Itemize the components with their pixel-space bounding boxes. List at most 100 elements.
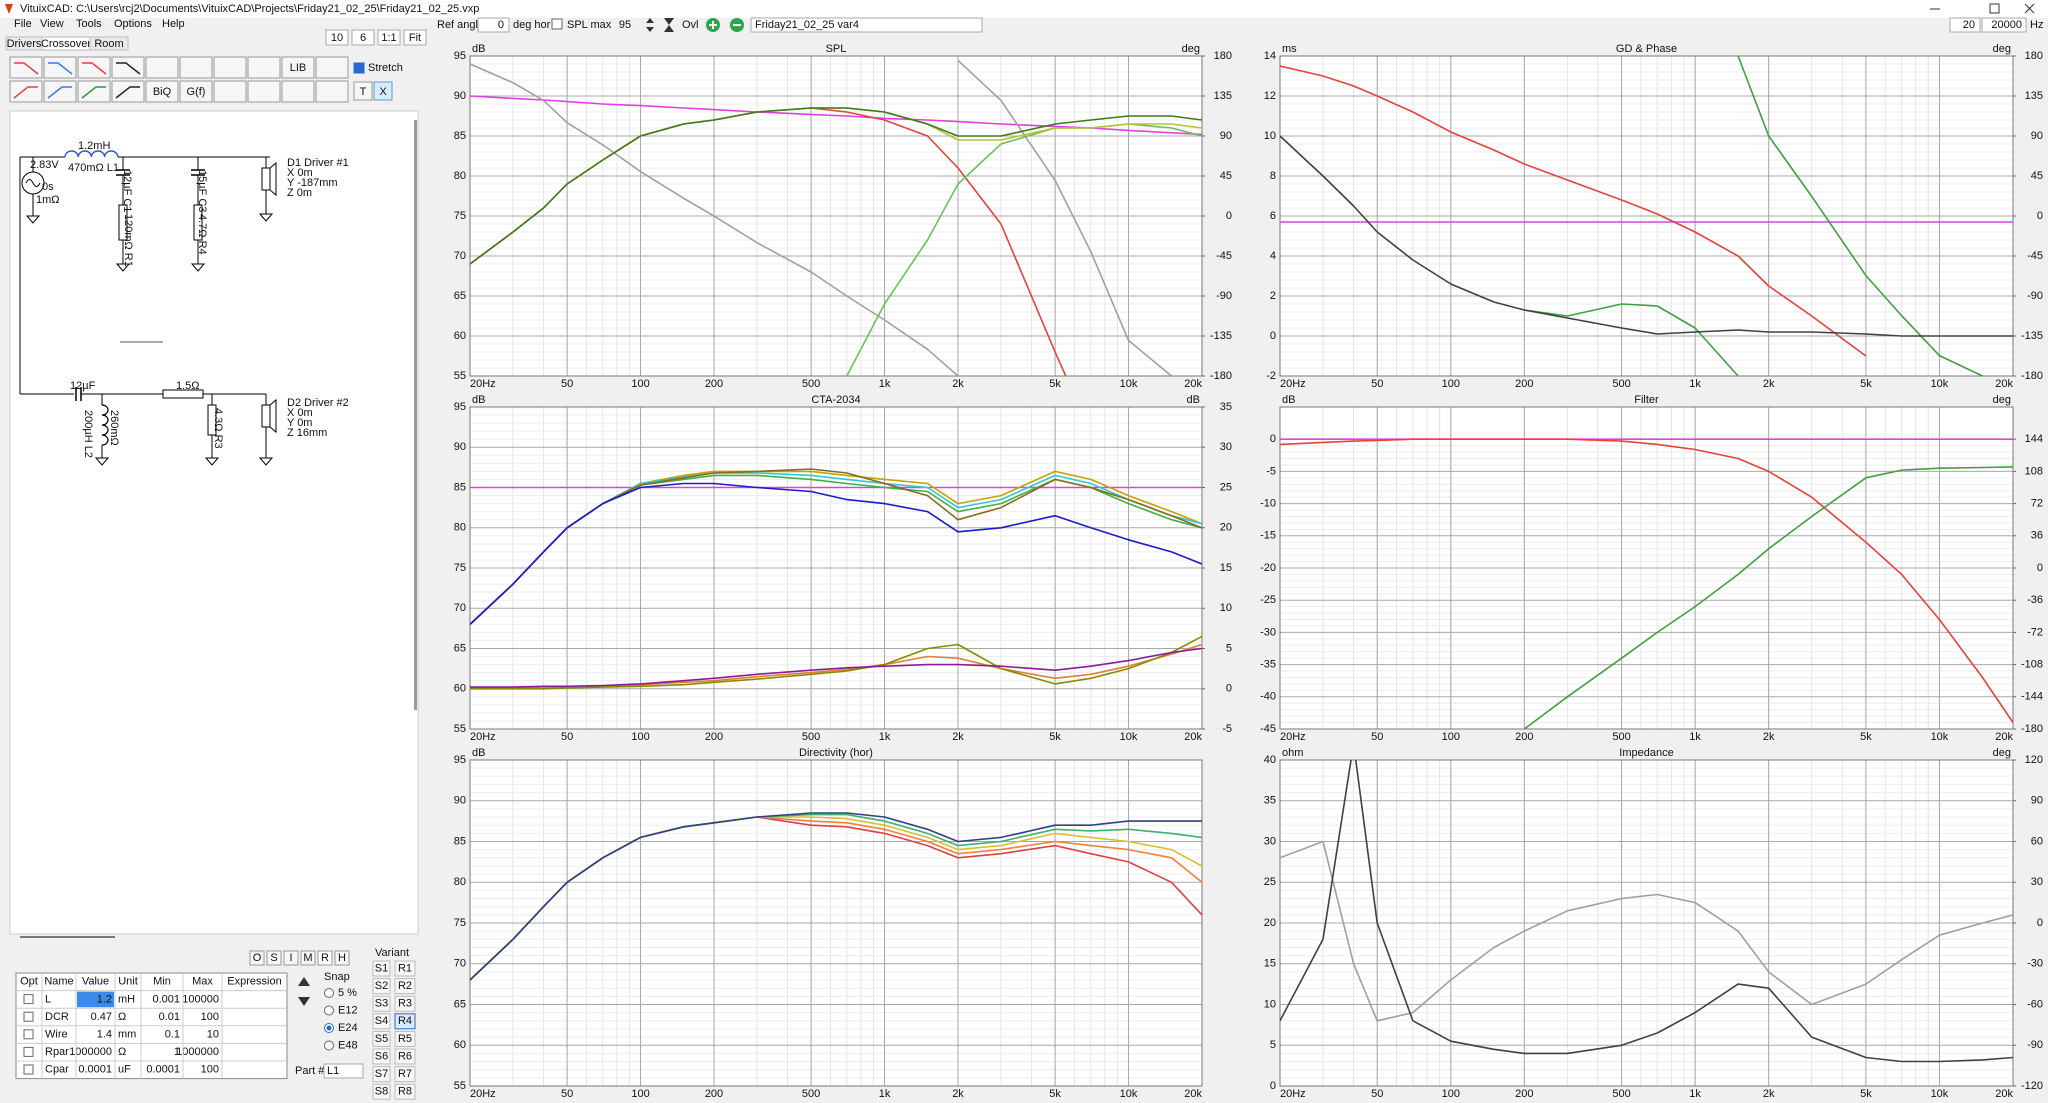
palette-button[interactable] (353, 81, 373, 101)
input[interactable] (477, 17, 510, 33)
y-tick-label: -5 (1266, 465, 1276, 477)
series-line (470, 647, 1202, 688)
palette-button[interactable] (145, 56, 179, 79)
menu-item[interactable]: View (40, 18, 64, 30)
y2-tick-label: 135 (2025, 90, 2043, 102)
variant-button[interactable] (394, 1066, 416, 1083)
variant-button[interactable] (394, 1030, 416, 1047)
input[interactable] (1949, 17, 1981, 33)
checkbox[interactable] (23, 1046, 34, 1057)
radio[interactable] (324, 988, 334, 998)
input[interactable] (1981, 17, 2027, 33)
palette-button[interactable] (145, 80, 179, 103)
table-cell[interactable]: 0.0001 (78, 1064, 112, 1076)
palette-button[interactable] (9, 56, 43, 79)
variant-button[interactable] (372, 1083, 391, 1100)
radio[interactable] (324, 1005, 334, 1016)
ground (94, 457, 110, 466)
variant-button[interactable] (372, 1066, 391, 1083)
palette-button[interactable] (111, 56, 145, 79)
opt-button[interactable] (249, 950, 265, 966)
move-down[interactable] (298, 997, 310, 1006)
input[interactable] (323, 1063, 364, 1079)
zoom-button[interactable] (325, 29, 349, 46)
y-tick-label: 60 (454, 330, 466, 342)
series-line (957, 59, 1173, 376)
palette-button[interactable] (247, 56, 281, 79)
tab[interactable] (89, 36, 129, 51)
checkbox[interactable] (23, 1029, 34, 1040)
y2-tick-label: 144 (2025, 433, 2043, 445)
variant-button[interactable] (372, 960, 391, 977)
x-tick-label: 50 (561, 378, 573, 390)
opt-button[interactable] (300, 950, 316, 966)
palette-button[interactable] (315, 80, 349, 103)
checkbox[interactable] (23, 994, 34, 1005)
checkbox[interactable] (23, 1011, 34, 1022)
variant-button[interactable] (394, 1048, 416, 1065)
checkbox[interactable] (23, 1064, 34, 1075)
zoom-button[interactable] (377, 29, 401, 46)
opt-button[interactable] (317, 950, 333, 966)
move-up[interactable] (298, 977, 310, 986)
menu-item[interactable]: Help (162, 18, 185, 30)
variant-button[interactable] (372, 1030, 391, 1047)
variant-button[interactable] (394, 1083, 416, 1100)
y2-tick-label: 15 (1220, 562, 1232, 574)
variant-button[interactable] (394, 978, 416, 995)
table-cell[interactable]: 1.2 (97, 993, 112, 1005)
zoom-button[interactable] (351, 29, 375, 46)
y2-tick-label: -120 (2021, 1080, 2043, 1092)
menu-item[interactable]: Options (114, 18, 152, 30)
spin-up[interactable] (646, 18, 654, 23)
component-label: Z 0m (287, 187, 312, 199)
palette-button[interactable] (111, 80, 145, 103)
table-header: Min (153, 976, 171, 988)
variant-button[interactable] (394, 1013, 416, 1030)
opt-button[interactable] (334, 950, 350, 966)
plot-frame (1279, 55, 2014, 377)
menu-item[interactable]: Tools (76, 18, 102, 30)
checkbox[interactable] (353, 62, 365, 74)
y-tick-label: 0 (1270, 1080, 1276, 1092)
series-line (1280, 760, 2013, 1063)
palette-button[interactable] (281, 56, 315, 79)
opt-button[interactable] (266, 950, 282, 966)
opt-button[interactable] (283, 950, 299, 966)
radio[interactable] (324, 1040, 334, 1051)
palette-button[interactable] (373, 81, 393, 101)
palette-button[interactable] (179, 56, 213, 79)
table-cell[interactable]: 1.4 (97, 1029, 112, 1041)
y-tick-label: 55 (454, 1080, 466, 1092)
palette-button[interactable] (281, 80, 315, 103)
palette-button[interactable] (43, 80, 77, 103)
input[interactable] (750, 17, 983, 33)
variant-button[interactable] (394, 995, 416, 1012)
checkbox[interactable] (551, 18, 563, 30)
zoom-button[interactable] (403, 29, 427, 46)
palette-button[interactable] (213, 56, 247, 79)
y-unit: dB (472, 43, 485, 55)
y2-tick-label: 60 (2031, 835, 2043, 847)
spin-down[interactable] (646, 27, 654, 32)
palette-button[interactable] (247, 80, 281, 103)
variant-button[interactable] (372, 1048, 391, 1065)
variant-button[interactable] (394, 960, 416, 977)
menu-item[interactable]: File (14, 18, 32, 30)
sort-icon[interactable] (664, 18, 674, 32)
table-cell[interactable]: 0.47 (91, 1011, 112, 1023)
palette-button[interactable] (77, 56, 111, 79)
variant-button[interactable] (372, 995, 391, 1012)
tab-label: Crossover (41, 38, 91, 50)
variant-button[interactable] (372, 978, 391, 995)
palette-button[interactable] (179, 80, 213, 103)
palette-button[interactable] (213, 80, 247, 103)
palette-button[interactable] (43, 56, 77, 79)
table-cell[interactable]: 1000000 (69, 1046, 112, 1058)
variant-button[interactable] (372, 1013, 391, 1030)
variant-label: S6 (375, 1050, 388, 1062)
palette-button[interactable] (315, 56, 349, 79)
y-unit: dB (472, 747, 485, 759)
palette-button[interactable] (9, 80, 43, 103)
palette-button[interactable] (77, 80, 111, 103)
